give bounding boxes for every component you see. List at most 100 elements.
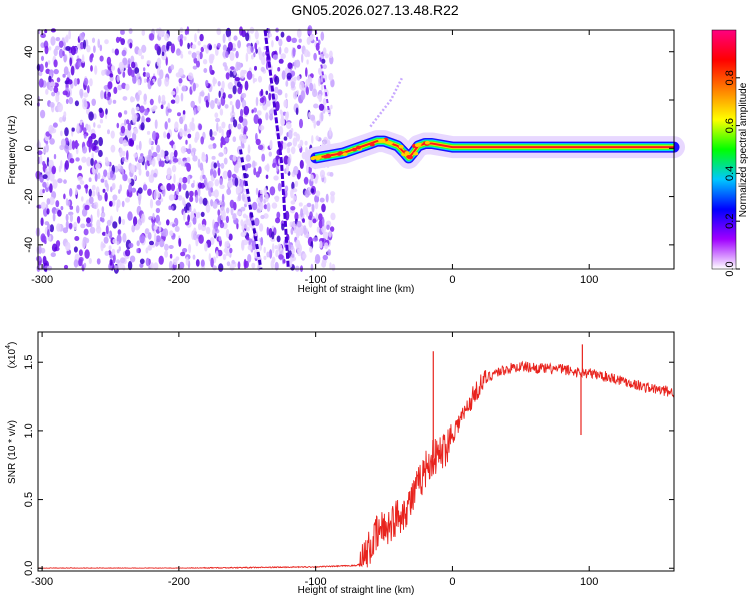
noise-speck [128,242,134,249]
noise-speck [321,261,327,268]
noise-speck [140,55,144,60]
noise-speck [110,130,115,139]
noise-speck [177,157,182,165]
noise-speck [294,212,299,221]
noise-speck [306,164,309,174]
noise-speck [314,254,321,264]
noise-speck [51,165,57,175]
noise-speck [180,160,184,167]
noise-speck [67,79,73,85]
noise-speck [139,258,145,265]
noise-speck [55,200,60,208]
snr-y-tick-label: 1.0 [23,423,35,438]
noise-speck [97,172,101,180]
noise-speck [237,81,241,88]
noise-speck [133,175,137,181]
noise-speck [122,150,126,157]
noise-speck [215,117,221,123]
noise-speck [55,93,60,103]
noise-speck [201,153,207,162]
noise-speck [177,195,183,201]
noise-speck [218,126,222,134]
noise-speck [200,136,204,145]
noise-speck [143,93,147,102]
noise-speck [291,188,298,193]
noise-speck [187,72,194,81]
noise-speck [290,200,296,205]
noise-speck [53,48,58,57]
noise-speck [306,202,312,208]
noise-speck [264,164,270,171]
noise-speck [125,197,130,203]
noise-speck [190,100,195,108]
noise-speck [208,180,214,188]
noise-speck [50,252,56,258]
noise-speck [224,104,229,109]
noise-speck [74,236,80,241]
noise-speck [284,92,288,99]
noise-speck [268,109,274,116]
noise-speck [328,108,332,117]
noise-speck [292,91,298,100]
noise-speck [263,213,269,219]
noise-speck [147,188,152,196]
noise-speck [118,61,124,70]
noise-speck [137,90,142,96]
noise-speck [175,94,180,105]
noise-speck [320,75,324,83]
noise-speck [138,196,141,206]
noise-speck [98,107,103,114]
noise-speck [245,52,249,62]
noise-speck [189,121,195,130]
noise-speck [189,190,194,197]
noise-speck [321,203,326,213]
noise-speck [222,33,226,44]
noise-speck [299,81,305,91]
noise-speck [257,118,263,125]
noise-speck [274,261,279,271]
noise-speck [298,38,302,43]
noise-speck [149,240,154,246]
noise-speck [295,133,301,142]
noise-speck [120,29,125,35]
noise-speck [195,259,200,267]
noise-speck [69,205,74,210]
noise-speck [50,36,56,46]
noise-speck [127,211,133,221]
noise-speck [185,256,189,266]
noise-speck [322,47,327,56]
noise-speck [138,156,144,163]
noise-speck [254,217,260,227]
noise-speck [63,54,67,63]
noise-speck [217,209,221,217]
noise-speck [208,253,211,262]
noise-speck [57,209,62,217]
noise-speck [126,128,132,139]
noise-speck [176,86,179,94]
noise-speck [197,105,201,112]
noise-speck [183,36,187,41]
noise-speck [131,187,137,193]
noise-speck [114,48,120,56]
noise-speck [269,141,273,149]
noise-speck [99,217,103,222]
spectrogram-frame [37,29,675,270]
noise-speck [329,127,332,137]
noise-speck [198,94,202,104]
noise-speck [46,181,49,188]
noise-speck [226,188,232,195]
noise-speck [331,263,336,272]
noise-speck [194,33,197,43]
noise-speck [292,195,297,202]
noise-speck [314,201,319,210]
noise-speck [251,262,256,269]
noise-speck [208,144,214,150]
noise-speck [122,71,126,78]
noise-speck [322,254,328,261]
noise-speck [258,125,265,131]
noise-speck [122,139,128,147]
noise-speck [230,111,236,118]
noise-speck [192,82,196,92]
noise-speck [236,61,242,71]
noise-speck [70,45,76,56]
